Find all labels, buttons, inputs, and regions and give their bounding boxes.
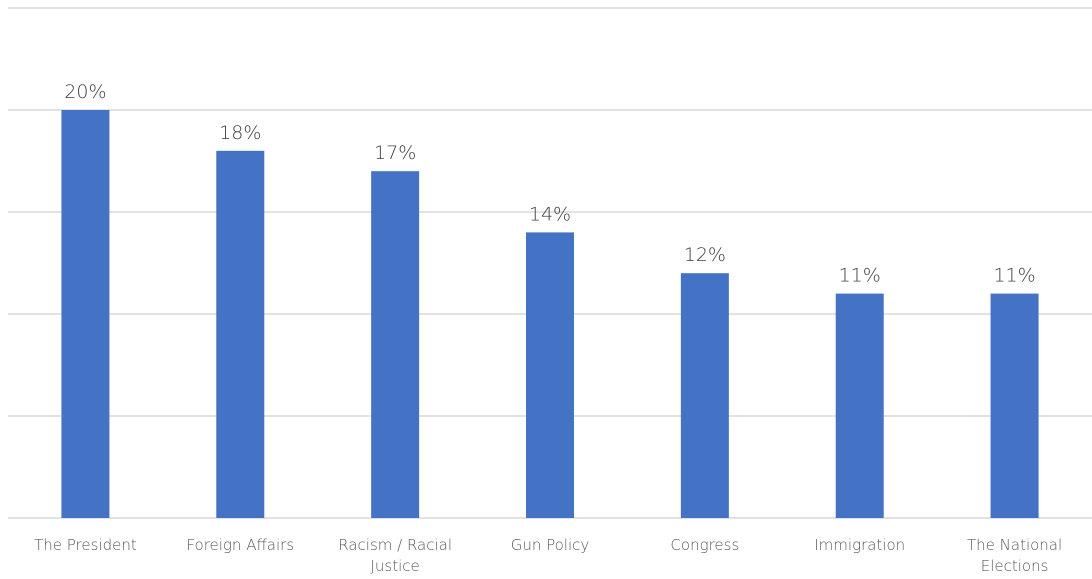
bars bbox=[61, 110, 1039, 519]
category-label: Foreign Affairs bbox=[186, 536, 294, 554]
data-label: 18% bbox=[219, 122, 261, 144]
data-label: 14% bbox=[529, 203, 571, 225]
data-label: 17% bbox=[374, 142, 416, 164]
bar bbox=[61, 110, 110, 518]
data-labels: 20% 18% 17% 14% 12% 11% 11% bbox=[64, 81, 1035, 287]
data-label: 11% bbox=[993, 265, 1035, 287]
data-label: 12% bbox=[684, 244, 726, 266]
bar bbox=[680, 273, 729, 518]
data-label: 20% bbox=[64, 81, 106, 103]
category-label: The President bbox=[34, 536, 137, 554]
bar bbox=[216, 150, 265, 519]
data-label: 11% bbox=[839, 265, 881, 287]
bar bbox=[835, 293, 884, 518]
category-label: Congress bbox=[670, 536, 739, 554]
bar bbox=[990, 293, 1039, 518]
bar bbox=[526, 232, 574, 518]
bar bbox=[371, 171, 420, 518]
category-label: The National Elections bbox=[967, 536, 1062, 575]
category-label: Immigration bbox=[814, 536, 905, 554]
category-label: Gun Policy bbox=[511, 536, 590, 554]
category-label: Racism / Racial Justice bbox=[338, 536, 452, 575]
category-axis-labels: The President Foreign Affairs Racism / Rac… bbox=[34, 536, 1062, 575]
